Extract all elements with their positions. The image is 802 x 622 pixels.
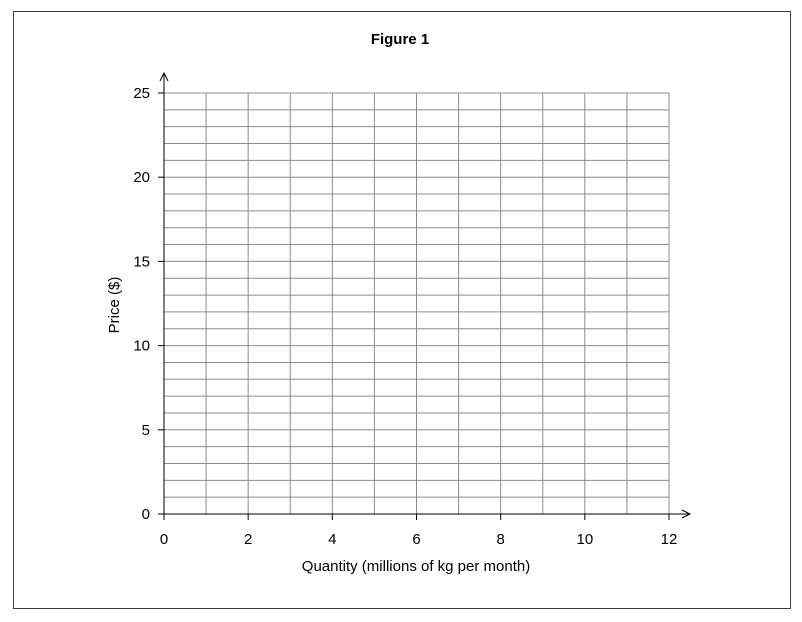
chart-axes [158, 71, 692, 520]
y-axis-label: Price ($) [106, 277, 123, 334]
y-tick-label: 20 [133, 169, 150, 186]
x-tick-labels: 0 2 4 6 8 10 12 [160, 531, 678, 548]
x-axis-label: Quantity (millions of kg per month) [302, 558, 530, 575]
x-tick-label: 4 [328, 531, 336, 548]
chart-grid [164, 92, 670, 514]
y-tick-labels: 0 5 10 15 20 25 [133, 85, 150, 523]
y-tick-label: 10 [133, 338, 150, 355]
x-tick-label: 8 [496, 531, 504, 548]
x-tick-label: 0 [160, 531, 168, 548]
y-tick-label: 25 [133, 85, 150, 102]
x-tick-label: 2 [244, 531, 252, 548]
y-tick-label: 15 [133, 253, 150, 270]
x-tick-label: 6 [412, 531, 420, 548]
chart-title: Figure 1 [371, 31, 429, 48]
x-axis-arrow-icon [681, 509, 692, 519]
y-tick-label: 5 [142, 422, 150, 439]
x-tick-label: 10 [576, 531, 593, 548]
y-tick-label: 0 [142, 506, 150, 523]
x-tick-label: 12 [661, 531, 678, 548]
y-axis-arrow-icon [159, 71, 169, 82]
figure-frame [13, 11, 791, 609]
